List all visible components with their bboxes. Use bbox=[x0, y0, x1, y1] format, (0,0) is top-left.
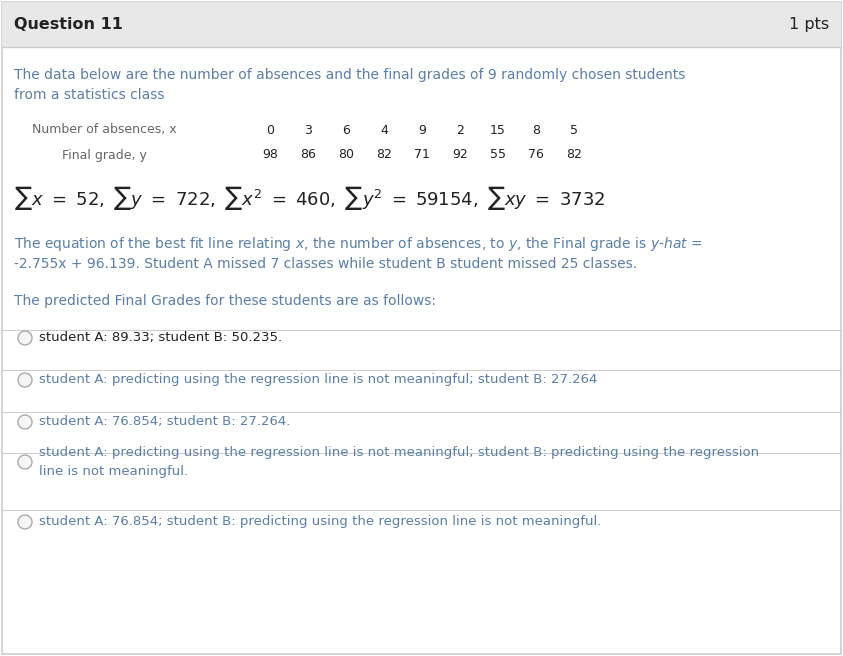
Text: student A: 76.854; student B: 27.264.: student A: 76.854; student B: 27.264. bbox=[39, 415, 290, 428]
Text: 71: 71 bbox=[414, 148, 430, 161]
Text: Number of absences, x: Number of absences, x bbox=[32, 123, 176, 136]
Text: 1 pts: 1 pts bbox=[789, 16, 829, 31]
Text: student A: 76.854; student B: predicting using the regression line is not meanin: student A: 76.854; student B: predicting… bbox=[39, 516, 601, 529]
Text: 82: 82 bbox=[566, 148, 582, 161]
Text: 15: 15 bbox=[490, 123, 506, 136]
Text: 76: 76 bbox=[528, 148, 544, 161]
Text: 0: 0 bbox=[266, 123, 274, 136]
Text: 8: 8 bbox=[532, 123, 540, 136]
Circle shape bbox=[18, 415, 32, 429]
Text: 4: 4 bbox=[380, 123, 388, 136]
Text: student A: 89.33; student B: 50.235.: student A: 89.33; student B: 50.235. bbox=[39, 331, 282, 344]
Text: 82: 82 bbox=[376, 148, 392, 161]
Circle shape bbox=[18, 373, 32, 387]
Text: -2.755x + 96.139. Student A missed 7 classes while student B student missed 25 c: -2.755x + 96.139. Student A missed 7 cla… bbox=[14, 257, 637, 271]
Text: Final grade, y: Final grade, y bbox=[62, 148, 147, 161]
Circle shape bbox=[18, 331, 32, 345]
Text: student A: predicting using the regression line is not meaningful; student B: pr: student A: predicting using the regressi… bbox=[39, 446, 760, 478]
Text: 5: 5 bbox=[570, 123, 578, 136]
Text: 3: 3 bbox=[304, 123, 312, 136]
Circle shape bbox=[18, 515, 32, 529]
Text: 98: 98 bbox=[262, 148, 278, 161]
Text: 92: 92 bbox=[452, 148, 468, 161]
Text: 2: 2 bbox=[456, 123, 464, 136]
Text: Question 11: Question 11 bbox=[14, 16, 123, 31]
Text: The predicted Final Grades for these students are as follows:: The predicted Final Grades for these stu… bbox=[14, 294, 436, 308]
FancyBboxPatch shape bbox=[2, 2, 841, 47]
Text: The data below are the number of absences and the final grades of 9 randomly cho: The data below are the number of absence… bbox=[14, 68, 685, 82]
Text: 55: 55 bbox=[490, 148, 506, 161]
Text: 9: 9 bbox=[418, 123, 426, 136]
Text: 80: 80 bbox=[338, 148, 354, 161]
Text: The equation of the best fit line relating $x$, the number of absences, to $y$, : The equation of the best fit line relati… bbox=[14, 235, 702, 253]
Text: 6: 6 bbox=[342, 123, 350, 136]
Text: $\sum x\ =\ 52,\ \sum y\ =\ 722,\ \sum x^2\ =\ 460,\ \sum y^2\ =\ 59154,\ \sum x: $\sum x\ =\ 52,\ \sum y\ =\ 722,\ \sum x… bbox=[14, 184, 605, 212]
Text: 86: 86 bbox=[300, 148, 316, 161]
Text: from a statistics class: from a statistics class bbox=[14, 88, 164, 102]
Text: student A: predicting using the regression line is not meaningful; student B: 27: student A: predicting using the regressi… bbox=[39, 373, 598, 386]
Circle shape bbox=[18, 455, 32, 469]
